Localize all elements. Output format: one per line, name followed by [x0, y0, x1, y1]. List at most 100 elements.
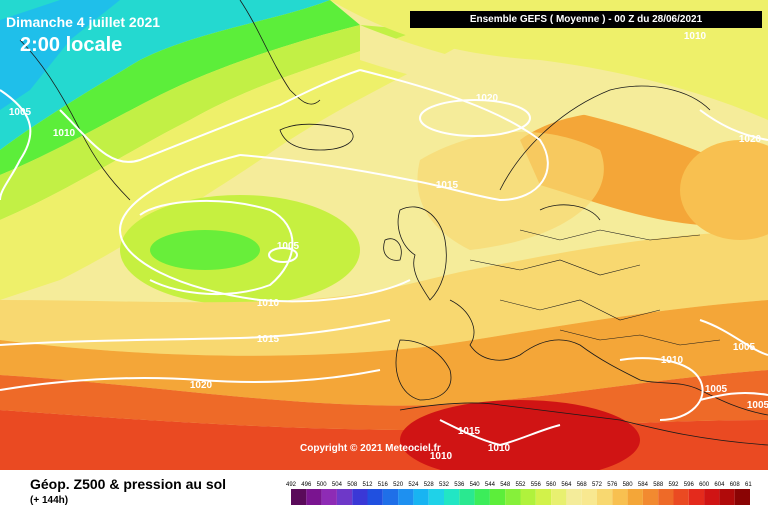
scale-swatch — [734, 489, 750, 505]
scale-tick-label: 516 — [378, 482, 389, 488]
africa-coast — [399, 402, 768, 446]
isobar-1020-east — [699, 109, 768, 141]
color-band-deepred-africa — [400, 400, 640, 470]
scale-tick-label: 520 — [393, 482, 404, 488]
geopotential-map: 1010 1005 1010 1020 1015 1020 1005 1010 … — [0, 0, 768, 470]
scale-tick-label: 524 — [408, 482, 419, 488]
scale-tick-label: 592 — [668, 482, 679, 488]
scale-tick-label: 540 — [470, 482, 481, 488]
color-scale: 492 496 500 504 508 512 516 520 524 528 532 536 540 5… — [286, 482, 752, 505]
scale-swatch — [459, 489, 475, 505]
scale-tick-label: 496 — [301, 482, 312, 488]
isobar-label: 1005 — [747, 400, 768, 411]
scale-tick-label: 492 — [286, 482, 297, 488]
scale-tick-label: 512 — [362, 482, 373, 488]
scale-swatch — [704, 489, 720, 505]
scale-tick-label: 548 — [500, 482, 511, 488]
isobar-label: 1010 — [257, 298, 280, 309]
isobar-1015-south — [0, 319, 391, 346]
scale-tick-label: 544 — [485, 482, 496, 488]
scale-swatch — [382, 489, 399, 505]
scale-ticks: 492 496 500 504 508 512 516 520 524 528 532 536 540 5… — [286, 482, 752, 488]
copyright-notice: Copyright © 2021 Meteociel.fr — [300, 443, 441, 454]
scale-swatch — [398, 489, 414, 505]
color-band-orange-east — [680, 140, 768, 240]
color-band-yellow-belt — [0, 230, 768, 356]
isobar-1015-atlantic — [118, 154, 411, 303]
isobar-label: 1005 — [277, 241, 300, 252]
scale-tick-label: 532 — [439, 482, 450, 488]
scale-tick-label: 604 — [714, 482, 725, 488]
isobar-1020-south — [0, 369, 381, 391]
scale-tick-label: 588 — [653, 482, 664, 488]
scale-tick-label: 552 — [515, 482, 526, 488]
scale-tick-label: 612 — [745, 482, 752, 488]
isobar-label: 1010 — [430, 451, 453, 462]
scale-swatch — [719, 489, 735, 505]
color-band-greenpatch-low — [150, 230, 260, 270]
lead-time: (+ 144h) — [30, 495, 69, 506]
scale-swatch — [551, 489, 567, 505]
scale-swatches — [291, 489, 750, 505]
isobar-label: 1010 — [661, 355, 684, 366]
scale-swatch — [658, 489, 674, 505]
color-band-lightyellow-arctic — [360, 25, 768, 180]
scale-tick-label: 568 — [577, 482, 588, 488]
scale-tick-label: 500 — [317, 482, 328, 488]
scale-tick-label: 608 — [730, 482, 741, 488]
scale-swatch — [642, 489, 659, 505]
scale-swatch — [306, 489, 322, 505]
color-band-yellow-europe — [417, 131, 604, 250]
scandinavia-coast — [499, 85, 711, 221]
isobar-label: 1010 — [53, 128, 76, 139]
scale-swatch — [627, 489, 643, 505]
isobar-1010-greenland — [59, 69, 361, 163]
isobar-label: 1005 — [705, 384, 728, 395]
isobar-label: 1015 — [436, 180, 459, 191]
color-band-teal-left — [0, 0, 120, 110]
scale-tick-label: 556 — [531, 482, 542, 488]
scale-swatch — [520, 489, 536, 505]
scale-tick-label: 560 — [546, 482, 557, 488]
isobar-1005-west — [0, 89, 32, 201]
isobar-label: 1010 — [488, 443, 511, 454]
isobar-1005-east — [699, 319, 768, 401]
isobar-1015-africa — [439, 419, 561, 447]
scale-swatch — [321, 489, 337, 505]
scale-tick-label: 596 — [684, 482, 695, 488]
color-band-yellow-arctic — [330, 0, 768, 120]
country-borders — [469, 229, 721, 346]
scale-swatch — [581, 489, 597, 505]
isobar-1010-east — [619, 357, 704, 421]
scale-swatch — [444, 489, 460, 505]
scale-swatch — [612, 489, 628, 505]
scale-tick-label: 580 — [623, 482, 634, 488]
isobars — [0, 69, 768, 447]
isobar-label: 1020 — [190, 380, 213, 391]
scale-swatch — [413, 489, 429, 505]
scale-tick-label: 504 — [332, 482, 343, 488]
scale-swatch — [688, 489, 705, 505]
isobar-label: 1010 — [684, 31, 707, 42]
scale-tick-label: 564 — [561, 482, 572, 488]
scale-swatch — [474, 489, 490, 505]
color-band-yellow-left — [0, 30, 470, 300]
product-title: Géop. Z500 & pression au sol — [30, 476, 227, 492]
iberia-coast — [395, 339, 452, 401]
scale-swatch — [428, 489, 444, 505]
scale-tick-label: 528 — [424, 482, 435, 488]
iceland-coast — [279, 123, 354, 151]
isobar-label: 1020 — [739, 134, 762, 145]
scale-tick-label: 576 — [607, 482, 618, 488]
scale-swatch — [597, 489, 613, 505]
scale-tick-label: 584 — [638, 482, 649, 488]
scale-swatch — [336, 489, 353, 505]
isobar-label: 1020 — [476, 93, 499, 104]
scale-swatch — [673, 489, 689, 505]
scale-swatch — [367, 489, 383, 505]
color-band-cyan-top — [0, 0, 330, 150]
isobar-1010-low — [139, 199, 294, 296]
scale-tick-label: 536 — [454, 482, 465, 488]
forecast-date: Dimanche 4 juillet 2021 — [6, 14, 161, 30]
